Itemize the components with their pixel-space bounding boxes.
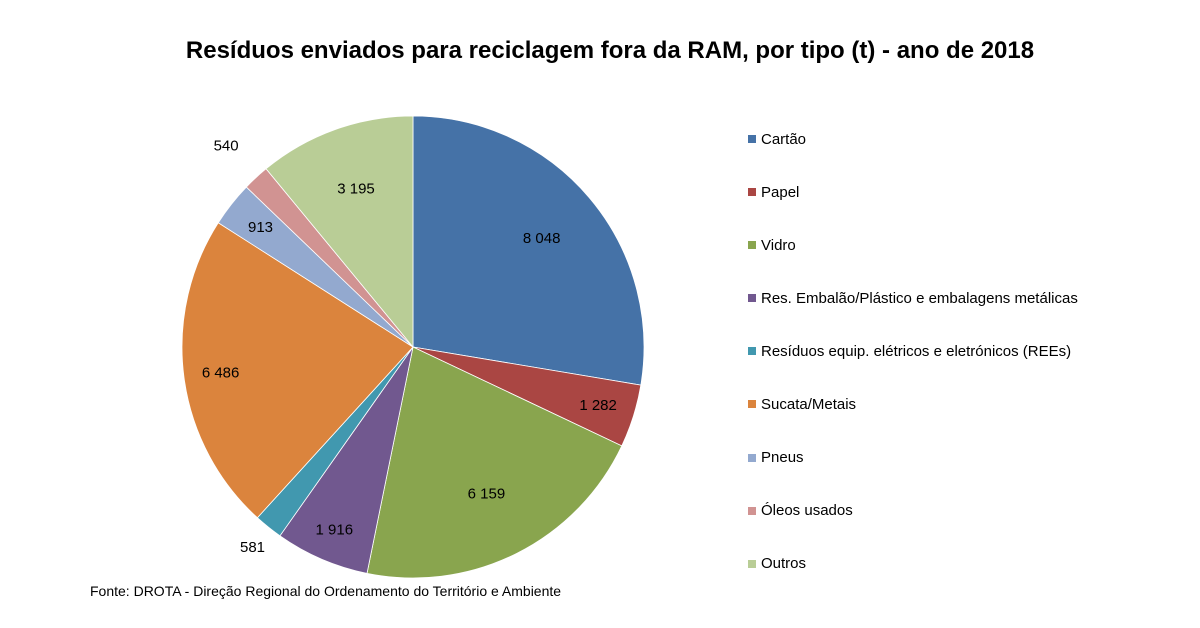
data-label-5: 581 [240, 539, 265, 556]
legend-swatch-2 [748, 188, 756, 197]
legend-swatch-6 [748, 400, 756, 409]
legend-swatch-5 [748, 347, 756, 356]
legend-swatch-9 [748, 559, 756, 568]
pie-chart: 8 048 1 282 6 159 1 916 581 6 486 913 540 3 195 [181, 115, 645, 579]
data-label-6: 6 486 [202, 365, 240, 382]
legend-item-7: Pneus [748, 445, 1078, 471]
legend-item-8: Óleos usados [748, 498, 1078, 524]
legend-label-8: Óleos usados [761, 502, 853, 520]
legend-item-6: Sucata/Metais [748, 391, 1078, 417]
pie-slice-3 [366, 346, 623, 579]
legend-item-5: Resíduos equip. elétricos e eletrónicos … [748, 338, 1078, 364]
legend-swatch-3 [748, 241, 756, 250]
legend-item-9: Outros [748, 551, 1078, 577]
data-label-8: 540 [214, 137, 239, 154]
legend-label-2: Papel [761, 183, 800, 201]
legend-label-9: Outros [761, 555, 807, 573]
data-label-7: 913 [248, 219, 273, 236]
legend-label-5: Resíduos equip. elétricos e eletrónicos … [761, 342, 1072, 360]
legend-label-3: Vidro [761, 236, 796, 254]
legend-item-4: Res. Embalão/Plástico e embalagens metál… [748, 285, 1078, 311]
legend-swatch-1 [748, 135, 756, 143]
data-label-1: 8 048 [523, 230, 561, 247]
legend-label-6: Sucata/Metais [761, 395, 857, 413]
legend-item-3: Vidro [748, 232, 1078, 258]
data-label-3: 6 159 [468, 486, 506, 503]
pie-slice-1 [412, 115, 645, 386]
legend-label-7: Pneus [761, 449, 804, 467]
legend-swatch-4 [748, 294, 756, 303]
legend-item-1: Cartão [748, 126, 1078, 152]
chart-title: Resíduos enviados para reciclagem fora d… [185, 37, 1035, 64]
pie-slice-9 [265, 115, 414, 349]
legend: Cartão Papel Vidro Res. Embalão/Plástico e … [748, 126, 1078, 604]
pie-slice-6 [181, 222, 414, 519]
legend-label-4: Res. Embalão/Plástico e embalagens metál… [761, 289, 1078, 307]
legend-swatch-8 [748, 506, 756, 515]
data-label-2: 1 282 [579, 397, 617, 414]
source-note: Fonte: DROTA - Direção Regional do Orden… [90, 583, 562, 599]
legend-swatch-7 [748, 453, 756, 462]
legend-label-1: Cartão [761, 130, 807, 148]
data-label-4: 1 916 [316, 521, 354, 538]
legend-item-2: Papel [748, 179, 1078, 205]
data-label-9: 3 195 [337, 180, 375, 197]
